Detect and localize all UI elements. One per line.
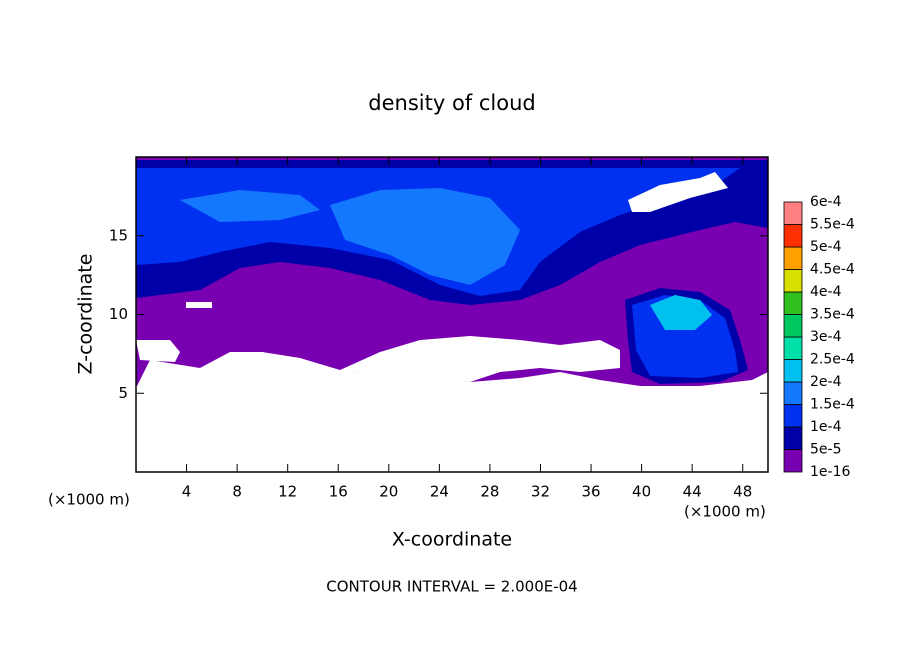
x-tick-label: 12 xyxy=(278,483,297,501)
colorbar-label: 3.5e-4 xyxy=(810,307,855,323)
x-tick-label: 44 xyxy=(683,483,702,501)
x-unit-label: (×1000 m) xyxy=(684,503,766,521)
colorbar-label: 2.5e-4 xyxy=(810,352,855,368)
x-tick-label: 48 xyxy=(733,483,752,501)
contour-field xyxy=(136,157,768,472)
x-tick-label: 20 xyxy=(379,483,398,501)
x-tick-label: 36 xyxy=(581,483,600,501)
colorbar-box xyxy=(783,381,803,405)
colorbar-label: 4.5e-4 xyxy=(810,262,855,278)
y-unit-label: (×1000 m) xyxy=(48,491,130,509)
x-tick-label: 4 xyxy=(182,483,192,501)
x-tick-label: 16 xyxy=(329,483,348,501)
colorbar-box xyxy=(783,404,803,428)
y-tick-label: 10 xyxy=(109,305,128,323)
x-tick-label: 8 xyxy=(232,483,242,501)
y-axis-label: Z-coordinate xyxy=(75,254,97,375)
contour-hole xyxy=(136,302,620,388)
colorbar-label: 1.5e-4 xyxy=(810,397,855,413)
contour-hole xyxy=(628,172,728,212)
colorbar-box xyxy=(783,314,803,338)
footer: CONTOUR INTERVAL = 2.000E-04 xyxy=(326,578,577,596)
colorbar-label: 4e-4 xyxy=(810,284,842,300)
colorbar-box xyxy=(783,201,803,225)
colorbar-box xyxy=(783,449,803,473)
colorbar-label: 3e-4 xyxy=(810,329,842,345)
colorbar-box xyxy=(783,269,803,293)
colorbar-box xyxy=(783,224,803,248)
x-tick-label: 32 xyxy=(531,483,550,501)
colorbar-box xyxy=(783,336,803,360)
contour-region xyxy=(650,295,712,330)
colorbar-label: 5e-4 xyxy=(810,239,842,255)
y-tick-label: 15 xyxy=(109,226,128,244)
colorbar-label: 1e-16 xyxy=(810,464,850,480)
colorbar-box xyxy=(783,426,803,450)
colorbar-box xyxy=(783,359,803,383)
x-tick-label: 24 xyxy=(430,483,449,501)
colorbar-label: 1e-4 xyxy=(810,419,842,435)
contour-hole xyxy=(136,386,768,472)
colorbar-label: 6e-4 xyxy=(810,194,842,210)
colorbar-label: 5.5e-4 xyxy=(810,217,855,233)
colorbar-label: 2e-4 xyxy=(810,374,842,390)
contour-region xyxy=(330,188,520,285)
colorbar-box xyxy=(783,246,803,270)
x-tick-label: 28 xyxy=(480,483,499,501)
contour-region xyxy=(180,190,320,222)
y-tick-label: 5 xyxy=(118,384,128,402)
x-axis-label: X-coordinate xyxy=(392,529,512,551)
colorbar-label: 5e-5 xyxy=(810,442,841,458)
colorbar-box xyxy=(783,291,803,315)
chart-title: density of cloud xyxy=(368,91,535,115)
x-tick-label: 40 xyxy=(632,483,651,501)
